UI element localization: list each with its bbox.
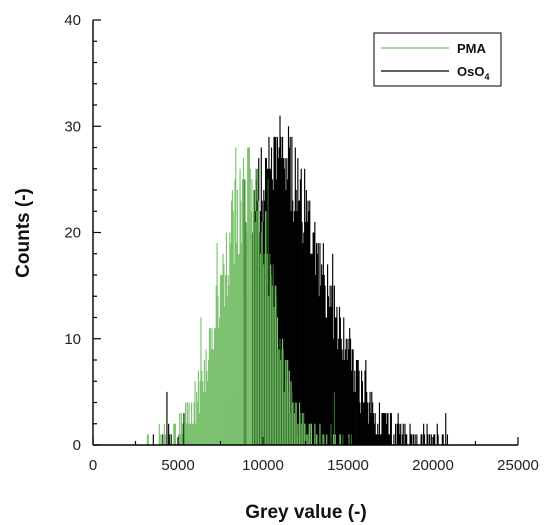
x-tick-label: 5000 [161,457,194,474]
x-tick-label: 20000 [412,457,454,474]
axes: 0 5000 10000 15000 20000 25000 0 10 20 30 40 [64,12,539,474]
legend-box [373,32,502,87]
plot-area [146,115,449,445]
y-axis-title: Counts (-) [13,188,34,278]
y-tick-label: 0 [73,437,81,454]
x-tick-label: 15000 [327,457,369,474]
x-tick-label: 10000 [242,457,284,474]
y-tick-label: 20 [64,225,81,242]
y-tick-label: 10 [64,331,81,348]
x-axis-title: Grey value (-) [245,502,366,523]
series-oso4 [152,115,449,445]
y-tick-label: 40 [64,12,81,29]
legend-label-oso4: OsO4 [457,64,489,82]
x-tick-label: 0 [89,457,97,474]
y-tick-label: 30 [64,118,81,135]
legend: PMA OsO4 [373,32,502,87]
legend-label-pma: PMA [457,41,487,56]
series-pma [146,147,352,445]
x-tick-label: 25000 [497,457,539,474]
